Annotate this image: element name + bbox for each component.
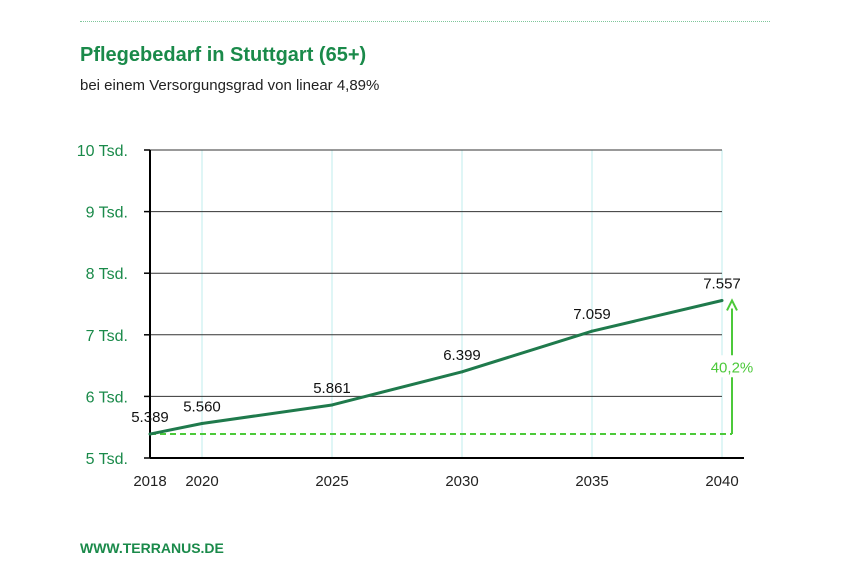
x-tick-label: 2030 bbox=[445, 473, 478, 490]
x-tick-label: 2025 bbox=[315, 473, 348, 490]
chart-subtitle: bei einem Versorgungsgrad von linear 4,8… bbox=[80, 77, 380, 94]
data-point bbox=[148, 432, 152, 436]
y-tick-label: 9 Tsd. bbox=[86, 205, 128, 222]
y-tick-label: 7 Tsd. bbox=[86, 328, 128, 345]
y-tick-label: 5 Tsd. bbox=[86, 451, 128, 468]
series-line bbox=[149, 299, 723, 436]
data-point bbox=[590, 329, 594, 333]
data-point bbox=[330, 403, 334, 407]
growth-label-background bbox=[708, 355, 756, 378]
website-link[interactable]: WWW.TERRANUS.DE bbox=[80, 540, 224, 556]
data-label: 6.399 bbox=[443, 347, 481, 364]
data-label: 5.389 bbox=[131, 409, 169, 426]
y-tick-label: 10 Tsd. bbox=[77, 143, 128, 160]
y-axis-ticks: 5 Tsd. 6 Tsd. 7 Tsd. 8 Tsd. 9 Tsd. 10 Tsd. bbox=[77, 143, 150, 468]
horizontal-gridlines bbox=[150, 149, 722, 397]
x-tick-label: 2035 bbox=[575, 473, 608, 490]
data-point bbox=[200, 422, 204, 426]
growth-arrow-head bbox=[726, 298, 738, 311]
data-label: 5.560 bbox=[183, 399, 221, 416]
data-point bbox=[460, 370, 464, 374]
axes bbox=[149, 150, 744, 459]
growth-label: 40,2% bbox=[711, 359, 754, 376]
y-tick-label: 6 Tsd. bbox=[86, 389, 128, 406]
data-labels: 5.389 5.560 5.861 6.399 7.059 7.557 bbox=[131, 275, 741, 426]
x-axis-ticks: 2018 2020 2025 2030 2035 2040 bbox=[133, 473, 738, 490]
x-tick-label: 2020 bbox=[185, 473, 218, 490]
chart-title: Pflegebedarf in Stuttgart (65+) bbox=[80, 44, 367, 66]
top-divider bbox=[80, 21, 770, 22]
data-label: 7.059 bbox=[573, 306, 611, 323]
x-tick-label: 2040 bbox=[705, 473, 738, 490]
y-tick-label: 8 Tsd. bbox=[86, 266, 128, 283]
vertical-gridlines bbox=[201, 150, 723, 458]
series bbox=[148, 298, 724, 436]
x-tick-label: 2018 bbox=[133, 473, 166, 490]
data-label: 5.861 bbox=[313, 380, 351, 397]
growth-reference: 40,2% bbox=[150, 298, 756, 436]
data-label: 7.557 bbox=[703, 275, 741, 292]
data-point bbox=[720, 298, 724, 302]
